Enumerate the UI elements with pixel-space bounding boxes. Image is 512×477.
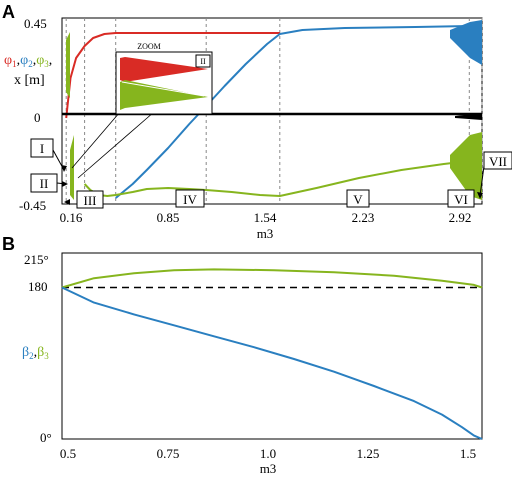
- zoom-connector-2: [77, 111, 155, 179]
- panel-a-series-red: [65, 32, 280, 119]
- a-ylabel: φ1,φ2,φ3,: [4, 53, 52, 69]
- zoom-band-red: [120, 57, 208, 82]
- region-label-iii: III: [76, 190, 104, 209]
- panel-b-series: [61, 268, 483, 440]
- b-xtick-2: 0.75: [157, 446, 180, 461]
- panel-b-frame: [61, 252, 483, 440]
- a-xtick-2: 0.85: [157, 210, 180, 225]
- region-label-ii: II: [30, 173, 58, 193]
- a-ytick-mid: 0: [34, 110, 41, 125]
- b-ytick-180: 180: [28, 279, 48, 294]
- region-label-v: V: [346, 189, 370, 208]
- panel-a-series-green: [83, 160, 470, 197]
- a-ytick-bottom: -0.45: [19, 198, 46, 213]
- region-label-vii: VII: [483, 151, 512, 170]
- b-ylabel: β2,β3: [22, 345, 49, 361]
- panel-b-series-green: [61, 268, 483, 289]
- svg-text:IV: IV: [183, 192, 197, 207]
- panel-b-label: B: [2, 234, 15, 254]
- a-xtick-4: 2.23: [352, 210, 375, 225]
- a-xtick-5: 2.92: [449, 210, 472, 225]
- zoom-inset: ZOOM II: [71, 42, 213, 179]
- panel-a-label: A: [2, 2, 15, 22]
- band-black-region-vi: [455, 113, 482, 120]
- b-xtick-3: 1.0: [260, 446, 276, 461]
- zoom-connector-1: [71, 111, 121, 169]
- panel-a-series-blue: [115, 25, 470, 199]
- arrow-region-vii: [479, 165, 485, 197]
- svg-text:II: II: [40, 176, 49, 191]
- svg-text:VI: VI: [454, 192, 468, 207]
- zoom-band-green: [120, 80, 208, 110]
- a-xlabel: m3: [257, 226, 274, 241]
- b-xlabel: m3: [260, 461, 277, 476]
- zoom-tag-box: [195, 54, 211, 68]
- region-label-iv: IV: [175, 189, 205, 208]
- band-blue-region-vi: [450, 20, 482, 65]
- b-xtick-4: 1.25: [357, 446, 380, 461]
- svg-text:III: III: [84, 193, 97, 208]
- region-label-vi: VI: [447, 189, 475, 208]
- zoom-tag: II: [200, 57, 206, 66]
- a-ylabel-line2: x [m]: [14, 73, 45, 88]
- arrow-head-region-iii-left: [64, 199, 70, 205]
- b-xtick-1: 0.5: [60, 446, 76, 461]
- a-ytick-top: 0.45: [24, 16, 47, 31]
- panel-b: B 215° 180 0° 0.5 0.75 1.0 1.25 1.5 m3 β…: [2, 234, 483, 476]
- arrow-head-region-i: [61, 165, 67, 172]
- a-xtick-1: 0.16: [60, 210, 83, 225]
- b-xtick-5: 1.5: [460, 446, 476, 461]
- zoom-title: ZOOM: [137, 42, 161, 51]
- panel-a: A 0.45 0 -0.45 0.16 0.85 1.54 2.23 2.92 …: [2, 2, 512, 241]
- svg-text:VII: VII: [489, 154, 507, 169]
- zoom-band-gap: [121, 81, 205, 97]
- arrow-head-region-vii: [477, 192, 483, 199]
- a-xtick-3: 1.54: [254, 210, 277, 225]
- arrow-head-region-ii: [62, 181, 68, 187]
- svg-text:V: V: [353, 192, 363, 207]
- svg-text:I: I: [40, 141, 44, 156]
- b-ytick-bottom: 0°: [40, 430, 52, 445]
- band-green-start: [66, 32, 70, 98]
- region-label-i: I: [30, 138, 54, 158]
- b-ytick-top: 215°: [24, 252, 49, 267]
- panel-b-series-blue: [61, 286, 483, 440]
- band-green-region-vi: [450, 132, 482, 200]
